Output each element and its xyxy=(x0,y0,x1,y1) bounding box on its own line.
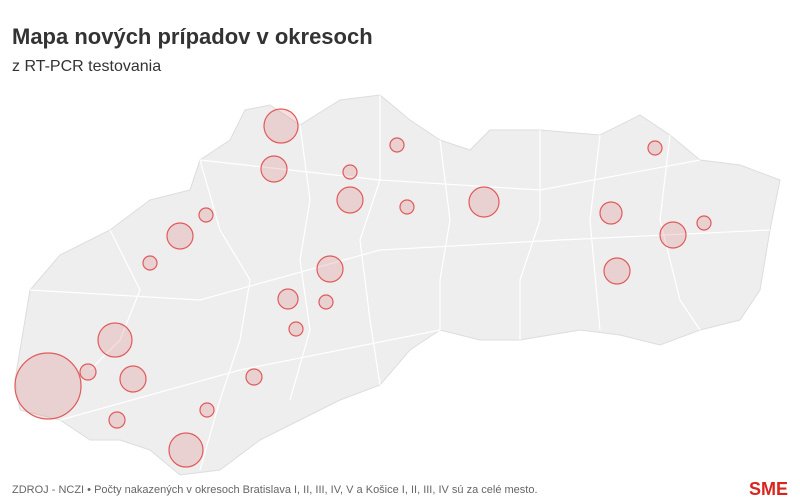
logo: SME xyxy=(749,479,788,499)
country-outline xyxy=(14,94,781,476)
district-borders xyxy=(29,95,771,471)
title: Mapa nových prípadov v okresoch xyxy=(12,24,373,49)
map xyxy=(14,94,781,476)
source-note: ZDROJ - NCZI • Počty nakazených v okreso… xyxy=(12,484,538,496)
case-bubbles xyxy=(14,108,712,468)
subtitle: z RT-PCR testovania xyxy=(12,58,161,75)
